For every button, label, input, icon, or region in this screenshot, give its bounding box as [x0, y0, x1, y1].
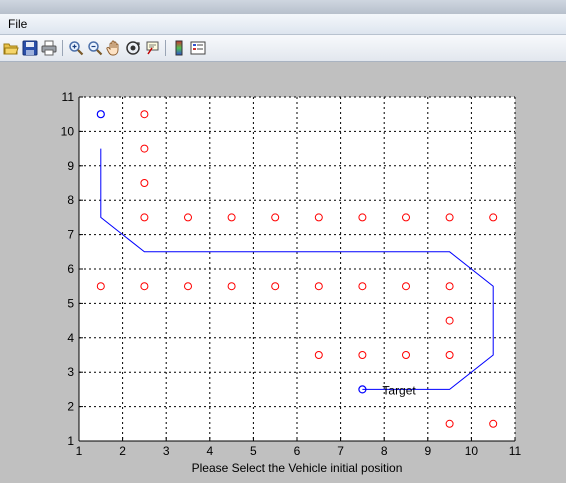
y-tick-label: 9 [67, 159, 74, 173]
obstacle-marker [445, 419, 454, 428]
zoom-in-icon[interactable] [67, 39, 85, 57]
obstacle-marker [445, 282, 454, 291]
print-icon[interactable] [40, 39, 58, 57]
figure-toolbar [0, 35, 566, 62]
x-tick-label: 6 [294, 444, 301, 458]
y-tick-label: 5 [67, 296, 74, 310]
obstacle-marker [402, 282, 410, 291]
obstacle-marker [358, 282, 367, 291]
obstacle-marker [314, 351, 323, 359]
y-tick-label: 4 [67, 331, 74, 345]
zoom-out-icon[interactable] [86, 39, 104, 57]
y-tick-label: 2 [67, 400, 74, 414]
obstacle-marker [227, 282, 236, 291]
x-tick-label: 8 [381, 444, 388, 458]
obstacle-marker [489, 419, 498, 428]
obstacle-marker [271, 282, 280, 291]
obstacle-marker [96, 282, 105, 291]
x-tick-label: 11 [509, 444, 522, 458]
obstacle-marker [445, 351, 454, 359]
obstacle-marker [402, 213, 410, 222]
y-tick-label: 6 [67, 262, 74, 276]
target-marker [358, 385, 367, 394]
obstacle-marker [358, 213, 367, 222]
obstacle-marker [271, 213, 280, 222]
y-tick-label: 7 [67, 228, 74, 242]
obstacle-marker [402, 351, 410, 359]
save-icon[interactable] [21, 39, 39, 57]
x-tick-label: 7 [337, 444, 344, 458]
x-tick-label: 2 [119, 444, 126, 458]
vehicle-path-line [100, 148, 494, 390]
pan-icon[interactable] [105, 39, 123, 57]
window-title-bar [0, 0, 566, 14]
colorbar-icon[interactable] [170, 39, 188, 57]
obstacle-marker [140, 179, 149, 187]
toolbar-separator [62, 40, 63, 56]
obstacle-marker [140, 213, 149, 222]
y-tick-label: 8 [67, 193, 74, 207]
obstacle-marker [184, 213, 192, 222]
y-tick-label: 3 [67, 365, 74, 379]
obstacle-marker [184, 282, 192, 291]
obstacle-marker [227, 213, 236, 222]
obstacle-marker [314, 213, 323, 222]
obstacle-marker [489, 213, 498, 222]
start-marker [96, 110, 105, 119]
obstacle-marker [445, 213, 454, 222]
menu-bar: File [0, 14, 566, 35]
data-cursor-icon[interactable] [143, 39, 161, 57]
x-tick-label: 1 [76, 444, 83, 458]
menu-file[interactable]: File [8, 17, 28, 31]
obstacle-marker [140, 144, 149, 153]
obstacle-marker [140, 110, 149, 119]
target-label: Target [382, 383, 416, 397]
x-tick-label: 3 [163, 444, 170, 458]
obstacle-marker [358, 351, 367, 359]
obstacle-marker [140, 282, 149, 291]
obstacle-marker [314, 282, 323, 291]
toolbar-separator [165, 40, 166, 56]
y-tick-label: 10 [61, 124, 75, 138]
open-icon[interactable] [2, 39, 20, 57]
x-tick-label: 10 [465, 444, 479, 458]
y-tick-label: 11 [62, 90, 75, 104]
legend-icon[interactable] [189, 39, 207, 57]
y-tick-label: 1 [67, 434, 74, 448]
x-tick-label: 4 [206, 444, 213, 458]
x-tick-label: 9 [424, 444, 431, 458]
x-tick-label: 5 [250, 444, 257, 458]
obstacle-marker [445, 316, 454, 325]
x-axis-label: Please Select the Vehicle initial positi… [192, 461, 403, 475]
rotate-3d-icon[interactable] [124, 39, 142, 57]
